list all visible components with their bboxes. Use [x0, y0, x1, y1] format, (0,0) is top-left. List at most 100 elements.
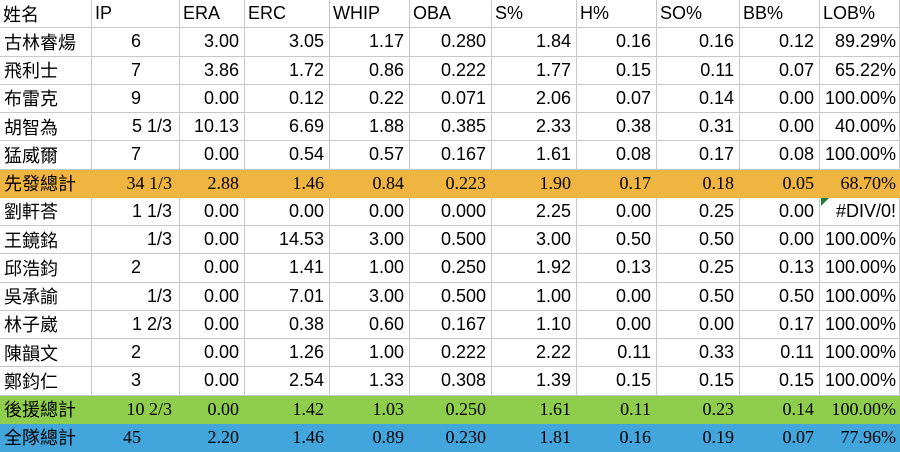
stat-cell-s_pct[interactable]: 2.25	[492, 197, 577, 226]
stat-cell-s_pct[interactable]: 1.90	[492, 169, 577, 198]
stat-cell-era[interactable]: 0.00	[180, 254, 245, 283]
stat-cell-era[interactable]: 10.13	[180, 113, 245, 142]
stat-cell-erc[interactable]: 6.69	[245, 113, 330, 142]
stat-cell-whip[interactable]: 0.57	[330, 141, 410, 170]
stat-cell-s_pct[interactable]: 1.61	[492, 141, 577, 170]
stat-cell-erc[interactable]: 1.46	[245, 169, 330, 198]
stat-cell-whip[interactable]: 1.00	[330, 254, 410, 283]
stat-cell-whip[interactable]: 1.17	[330, 28, 410, 57]
stat-cell-h_pct[interactable]: 0.00	[577, 197, 657, 226]
stat-cell-era[interactable]: 2.88	[180, 169, 245, 198]
stat-cell-whip[interactable]: 3.00	[330, 226, 410, 255]
stat-cell-erc[interactable]: 0.38	[245, 310, 330, 339]
stat-cell-so_pct[interactable]: 0.00	[657, 310, 740, 339]
stat-cell-oba[interactable]: 0.222	[410, 56, 492, 85]
stat-cell-s_pct[interactable]: 1.00	[492, 282, 577, 311]
header-cell-whip[interactable]: WHIP	[330, 0, 410, 29]
stat-cell-oba[interactable]: 0.500	[410, 226, 492, 255]
stat-cell-oba[interactable]: 0.250	[410, 254, 492, 283]
stat-cell-h_pct[interactable]: 0.17	[577, 169, 657, 198]
name-cell[interactable]: 後援總計	[0, 395, 92, 424]
stat-cell-era[interactable]: 0.00	[180, 339, 245, 368]
name-cell[interactable]: 猛威爾	[0, 141, 92, 170]
stat-cell-s_pct[interactable]: 1.77	[492, 56, 577, 85]
stat-cell-whip[interactable]: 1.00	[330, 339, 410, 368]
stat-cell-ip[interactable]: 5 1/3	[92, 113, 180, 142]
stat-cell-ip[interactable]: 6	[92, 28, 180, 57]
stat-cell-whip[interactable]: 0.60	[330, 310, 410, 339]
header-cell-h_pct[interactable]: H%	[577, 0, 657, 29]
stat-cell-era[interactable]: 3.00	[180, 28, 245, 57]
stat-cell-erc[interactable]: 0.54	[245, 141, 330, 170]
stat-cell-lob_pct[interactable]: 100.00%	[820, 141, 900, 170]
stat-cell-lob_pct[interactable]: 100.00%	[820, 282, 900, 311]
stat-cell-s_pct[interactable]: 2.06	[492, 84, 577, 113]
stat-cell-so_pct[interactable]: 0.23	[657, 395, 740, 424]
stat-cell-ip[interactable]: 2	[92, 339, 180, 368]
name-cell[interactable]: 先發總計	[0, 169, 92, 198]
stat-cell-ip[interactable]: 3	[92, 367, 180, 396]
header-cell-s_pct[interactable]: S%	[492, 0, 577, 29]
stat-cell-bb_pct[interactable]: 0.15	[740, 367, 820, 396]
stat-cell-so_pct[interactable]: 0.50	[657, 282, 740, 311]
stat-cell-bb_pct[interactable]: 0.00	[740, 197, 820, 226]
stat-cell-whip[interactable]: 0.22	[330, 84, 410, 113]
stat-cell-lob_pct[interactable]: #DIV/0!	[820, 197, 900, 226]
stat-cell-erc[interactable]: 1.42	[245, 395, 330, 424]
stat-cell-so_pct[interactable]: 0.17	[657, 141, 740, 170]
header-cell-oba[interactable]: OBA	[410, 0, 492, 29]
stat-cell-bb_pct[interactable]: 0.05	[740, 169, 820, 198]
stat-cell-h_pct[interactable]: 0.50	[577, 226, 657, 255]
stat-cell-s_pct[interactable]: 1.84	[492, 28, 577, 57]
stat-cell-bb_pct[interactable]: 0.17	[740, 310, 820, 339]
name-cell[interactable]: 布雷克	[0, 84, 92, 113]
name-cell[interactable]: 飛利士	[0, 56, 92, 85]
stat-cell-s_pct[interactable]: 1.81	[492, 423, 577, 452]
stat-cell-so_pct[interactable]: 0.14	[657, 84, 740, 113]
name-cell[interactable]: 全隊總計	[0, 423, 92, 452]
stat-cell-so_pct[interactable]: 0.18	[657, 169, 740, 198]
stat-cell-whip[interactable]: 0.84	[330, 169, 410, 198]
stat-cell-era[interactable]: 0.00	[180, 282, 245, 311]
stat-cell-lob_pct[interactable]: 100.00%	[820, 339, 900, 368]
stat-cell-lob_pct[interactable]: 100.00%	[820, 254, 900, 283]
stat-cell-ip[interactable]: 7	[92, 141, 180, 170]
stat-cell-era[interactable]: 0.00	[180, 197, 245, 226]
stat-cell-h_pct[interactable]: 0.00	[577, 282, 657, 311]
stat-cell-lob_pct[interactable]: 100.00%	[820, 395, 900, 424]
stat-cell-h_pct[interactable]: 0.00	[577, 310, 657, 339]
header-cell-ip[interactable]: IP	[92, 0, 180, 29]
stat-cell-oba[interactable]: 0.222	[410, 339, 492, 368]
stat-cell-so_pct[interactable]: 0.25	[657, 197, 740, 226]
stat-cell-h_pct[interactable]: 0.11	[577, 395, 657, 424]
stat-cell-era[interactable]: 0.00	[180, 84, 245, 113]
stat-cell-lob_pct[interactable]: 89.29%	[820, 28, 900, 57]
name-cell[interactable]: 林子崴	[0, 310, 92, 339]
stat-cell-erc[interactable]: 3.05	[245, 28, 330, 57]
stat-cell-erc[interactable]: 7.01	[245, 282, 330, 311]
stat-cell-h_pct[interactable]: 0.16	[577, 28, 657, 57]
stat-cell-whip[interactable]: 1.03	[330, 395, 410, 424]
header-cell-lob_pct[interactable]: LOB%	[820, 0, 900, 29]
header-cell-erc[interactable]: ERC	[245, 0, 330, 29]
stat-cell-bb_pct[interactable]: 0.07	[740, 423, 820, 452]
stat-cell-s_pct[interactable]: 3.00	[492, 226, 577, 255]
stat-cell-h_pct[interactable]: 0.13	[577, 254, 657, 283]
stat-cell-so_pct[interactable]: 0.25	[657, 254, 740, 283]
stat-cell-h_pct[interactable]: 0.15	[577, 56, 657, 85]
stat-cell-so_pct[interactable]: 0.50	[657, 226, 740, 255]
stat-cell-era[interactable]: 0.00	[180, 310, 245, 339]
stat-cell-s_pct[interactable]: 1.61	[492, 395, 577, 424]
stat-cell-h_pct[interactable]: 0.38	[577, 113, 657, 142]
stat-cell-oba[interactable]: 0.385	[410, 113, 492, 142]
stat-cell-ip[interactable]: 34 1/3	[92, 169, 180, 198]
stat-cell-oba[interactable]: 0.280	[410, 28, 492, 57]
stat-cell-oba[interactable]: 0.308	[410, 367, 492, 396]
stat-cell-h_pct[interactable]: 0.16	[577, 423, 657, 452]
name-cell[interactable]: 古林睿煬	[0, 28, 92, 57]
stat-cell-ip[interactable]: 1/3	[92, 282, 180, 311]
stat-cell-erc[interactable]: 1.72	[245, 56, 330, 85]
stat-cell-ip[interactable]: 2	[92, 254, 180, 283]
stat-cell-whip[interactable]: 3.00	[330, 282, 410, 311]
stat-cell-h_pct[interactable]: 0.07	[577, 84, 657, 113]
